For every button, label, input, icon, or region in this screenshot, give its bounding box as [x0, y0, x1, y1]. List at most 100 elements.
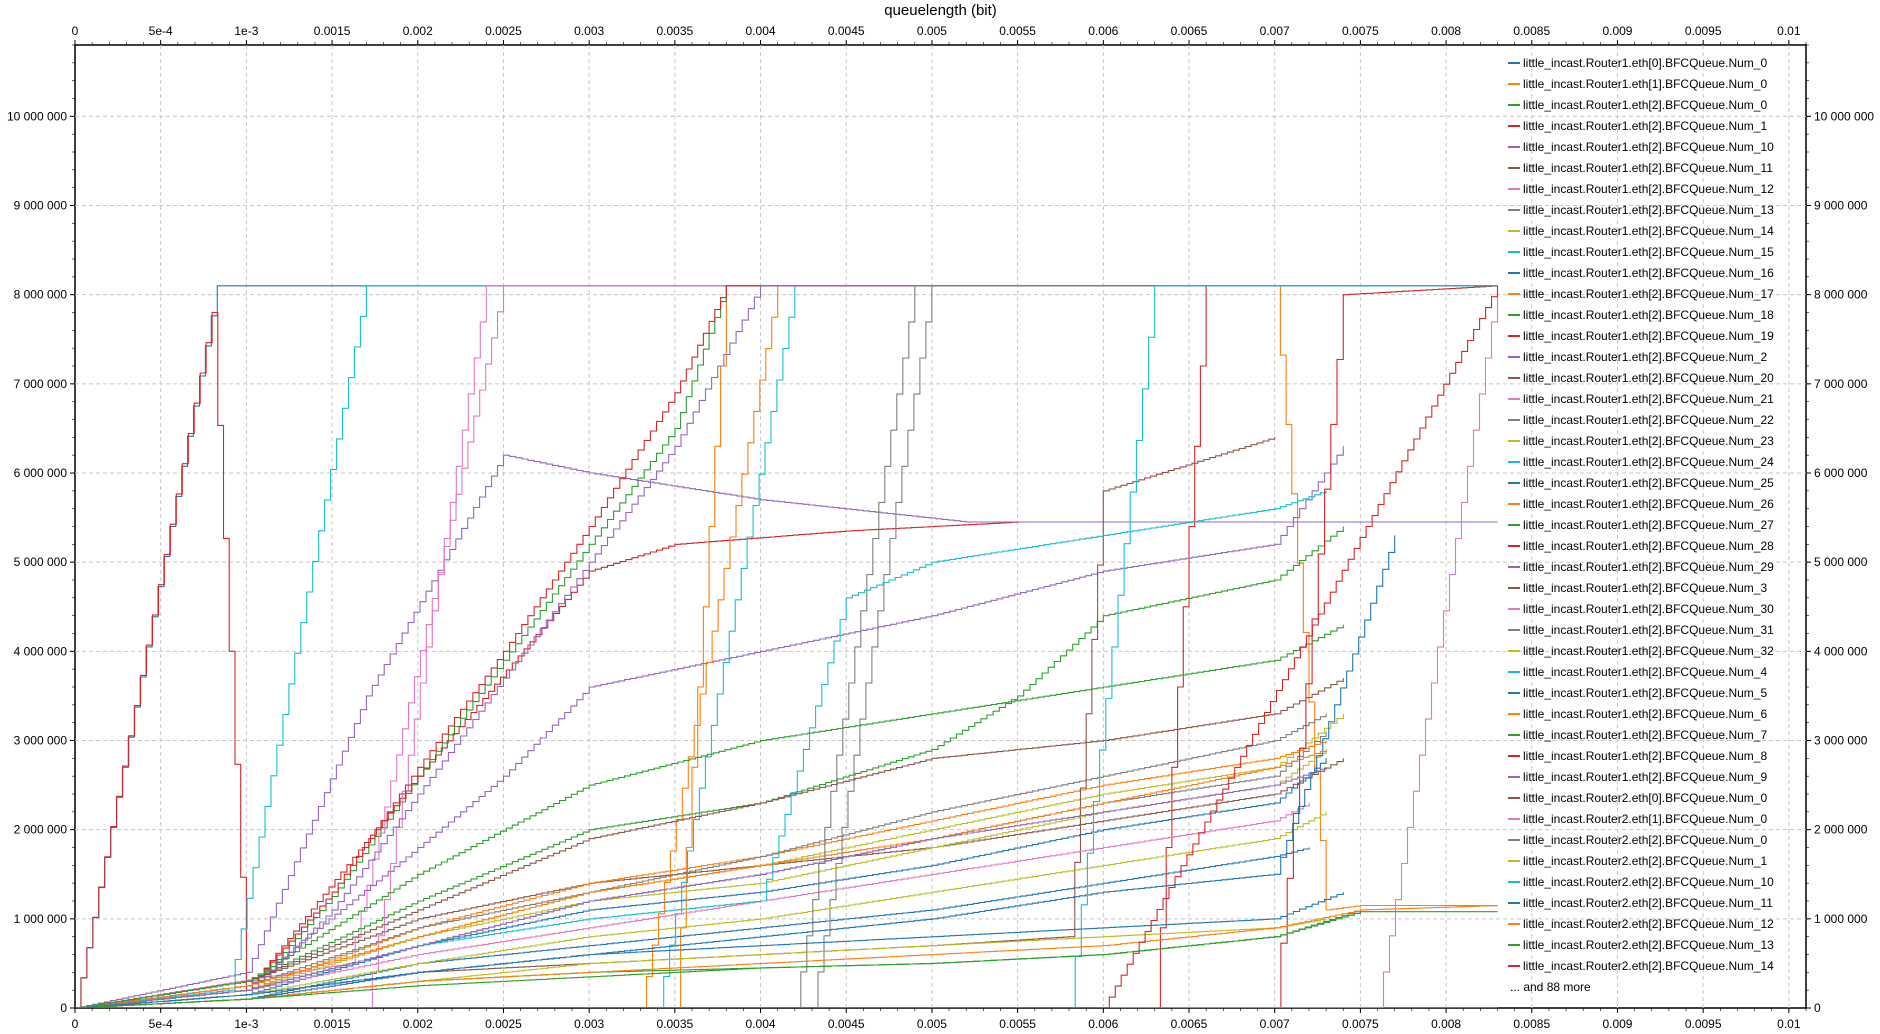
legend-label: little_incast.Router1.eth[2].BFCQueue.Nu…: [1523, 539, 1774, 553]
x-tick-label-bottom: 0.0015: [314, 1017, 351, 1031]
series-line-33: [75, 285, 1499, 1008]
x-tick-label-bottom: 0.008: [1431, 1017, 1461, 1031]
x-tick-label-bottom: 1e-3: [234, 1017, 258, 1031]
x-tick-label-bottom: 5e-4: [149, 1017, 173, 1031]
legend-label: little_incast.Router1.eth[2].BFCQueue.Nu…: [1523, 728, 1767, 742]
x-tick-label-top: 0.0045: [828, 24, 865, 38]
y-tick-label-left: 3 000 000: [14, 734, 68, 748]
legend-label: little_incast.Router1.eth[2].BFCQueue.Nu…: [1523, 266, 1774, 280]
legend-label: little_incast.Router1.eth[2].BFCQueue.Nu…: [1523, 770, 1767, 784]
x-tick-label-bottom: 0.004: [746, 1017, 776, 1031]
legend-label: little_incast.Router1.eth[2].BFCQueue.Nu…: [1523, 371, 1774, 385]
legend-label: little_incast.Router1.eth[2].BFCQueue.Nu…: [1523, 392, 1774, 406]
legend-label: little_incast.Router1.eth[2].BFCQueue.Nu…: [1523, 644, 1774, 658]
x-tick-label-bottom: 0.006: [1088, 1017, 1118, 1031]
legend-label: little_incast.Router2.eth[0].BFCQueue.Nu…: [1523, 791, 1767, 805]
series-line-27: [75, 713, 1327, 1008]
legend-label: little_incast.Router1.eth[2].BFCQueue.Nu…: [1523, 434, 1774, 448]
series-line-25: [75, 678, 1344, 1008]
legend-label: little_incast.Router2.eth[2].BFCQueue.Nu…: [1523, 896, 1773, 910]
x-tick-label-bottom: 0.003: [574, 1017, 604, 1031]
series-line-41: [75, 905, 1499, 1008]
legend-label: little_incast.Router1.eth[2].BFCQueue.Nu…: [1523, 497, 1774, 511]
grid: [75, 45, 1806, 1008]
y-tick-label-right: 4 000 000: [1814, 644, 1868, 658]
series-line-20: [75, 758, 1327, 1008]
y-tick-label-left: 0: [60, 1001, 67, 1015]
series-line-32: [75, 624, 1344, 1008]
x-tick-label-bottom: 0.0035: [656, 1017, 693, 1031]
y-tick-label-left: 4 000 000: [14, 644, 68, 658]
x-tick-label-top: 0.0025: [485, 24, 522, 38]
y-tick-label-right: 6 000 000: [1814, 466, 1868, 480]
x-tick-label-bottom: 0.0045: [828, 1017, 865, 1031]
legend-label: little_incast.Router1.eth[2].BFCQueue.Nu…: [1523, 98, 1767, 112]
legend-label: little_incast.Router2.eth[1].BFCQueue.Nu…: [1523, 812, 1767, 826]
y-tick-label-left: 6 000 000: [14, 466, 68, 480]
legend-label: little_incast.Router1.eth[2].BFCQueue.Nu…: [1523, 224, 1774, 238]
legend-label: little_incast.Router1.eth[2].BFCQueue.Nu…: [1523, 245, 1774, 259]
axes: 00 5e-4 5e-4 1e-3 1e-3 0.0015 0.0015 0.002 0.002…: [7, 24, 1874, 1031]
series-layer: [75, 285, 1499, 1008]
legend-label: little_incast.Router1.eth[2].BFCQueue.Nu…: [1523, 140, 1774, 154]
series-line-11: [75, 740, 1327, 1008]
y-tick-label-right: 3 000 000: [1814, 734, 1868, 748]
legend-label: little_incast.Router1.eth[2].BFCQueue.Nu…: [1523, 329, 1774, 343]
legend-label: little_incast.Router1.eth[2].BFCQueue.Nu…: [1523, 602, 1774, 616]
x-tick-label-bottom: 0.0065: [1171, 1017, 1208, 1031]
x-tick-label-top: 0.002: [403, 24, 433, 38]
x-tick-label-top: 0.006: [1088, 24, 1118, 38]
x-tick-label-top: 0.008: [1431, 24, 1461, 38]
x-tick-label-top: 0.0035: [656, 24, 693, 38]
legend-label: little_incast.Router2.eth[2].BFCQueue.Nu…: [1523, 833, 1767, 847]
series-line-28: [75, 811, 1327, 1008]
x-tick-label-bottom: 0.007: [1260, 1017, 1290, 1031]
x-tick-label-top: 0.003: [574, 24, 604, 38]
legend-more: ... and 88 more: [1510, 980, 1591, 994]
series-line-5: [75, 758, 1344, 1008]
x-tick-label-bottom: 0.002: [403, 1017, 433, 1031]
series-line-42: [75, 911, 1498, 1008]
y-tick-label-right: 2 000 000: [1814, 823, 1868, 837]
chart-title: queuelength (bit): [884, 2, 997, 19]
y-tick-label-left: 1 000 000: [14, 912, 68, 926]
legend-label: little_incast.Router1.eth[2].BFCQueue.Nu…: [1523, 203, 1774, 217]
legend-label: little_incast.Router1.eth[2].BFCQueue.Nu…: [1523, 161, 1773, 175]
legend-label: little_incast.Router1.eth[2].BFCQueue.Nu…: [1523, 413, 1774, 427]
series-line-43: [75, 285, 1499, 1008]
legend-label: little_incast.Router2.eth[2].BFCQueue.Nu…: [1523, 959, 1774, 973]
legend-label: little_incast.Router2.eth[2].BFCQueue.Nu…: [1523, 938, 1774, 952]
legend-label: little_incast.Router1.eth[2].BFCQueue.Nu…: [1523, 518, 1774, 532]
y-tick-label-right: 7 000 000: [1814, 377, 1868, 391]
legend-label: little_incast.Router1.eth[2].BFCQueue.Nu…: [1523, 581, 1767, 595]
x-tick-label-bottom: 0: [72, 1017, 79, 1031]
legend: little_incast.Router1.eth[0].BFCQueue.Nu…: [1508, 56, 1774, 994]
legend-label: little_incast.Router2.eth[2].BFCQueue.Nu…: [1523, 875, 1774, 889]
legend-label: little_incast.Router1.eth[1].BFCQueue.Nu…: [1523, 77, 1767, 91]
legend-label: little_incast.Router2.eth[2].BFCQueue.Nu…: [1523, 854, 1767, 868]
series-line-10: [75, 847, 1310, 1008]
legend-label: little_incast.Router1.eth[2].BFCQueue.Nu…: [1523, 350, 1767, 364]
y-tick-label-left: 2 000 000: [14, 823, 68, 837]
y-tick-label-right: 8 000 000: [1814, 288, 1868, 302]
x-tick-label-top: 0.0015: [314, 24, 351, 38]
legend-label: little_incast.Router1.eth[2].BFCQueue.Nu…: [1523, 707, 1767, 721]
legend-label: little_incast.Router1.eth[2].BFCQueue.Nu…: [1523, 182, 1774, 196]
y-tick-label-right: 5 000 000: [1814, 555, 1868, 569]
x-tick-label-bottom: 0.005: [917, 1017, 947, 1031]
y-tick-label-left: 5 000 000: [14, 555, 68, 569]
legend-label: little_incast.Router1.eth[2].BFCQueue.Nu…: [1523, 455, 1774, 469]
legend-label: little_incast.Router1.eth[2].BFCQueue.Nu…: [1523, 749, 1767, 763]
x-tick-label-top: 5e-4: [149, 24, 173, 38]
series-line-30: [75, 535, 1396, 1008]
series-line-26: [75, 802, 1310, 1008]
x-tick-label-top: 0.0095: [1685, 24, 1722, 38]
legend-label: little_incast.Router1.eth[2].BFCQueue.Nu…: [1523, 623, 1774, 637]
x-tick-label-top: 0.0085: [1513, 24, 1550, 38]
y-tick-label-left: 7 000 000: [14, 377, 68, 391]
x-tick-label-top: 0.0065: [1171, 24, 1208, 38]
x-tick-label-bottom: 0.0075: [1342, 1017, 1379, 1031]
x-tick-label-top: 1e-3: [234, 24, 258, 38]
legend-label: little_incast.Router1.eth[0].BFCQueue.Nu…: [1523, 56, 1767, 70]
